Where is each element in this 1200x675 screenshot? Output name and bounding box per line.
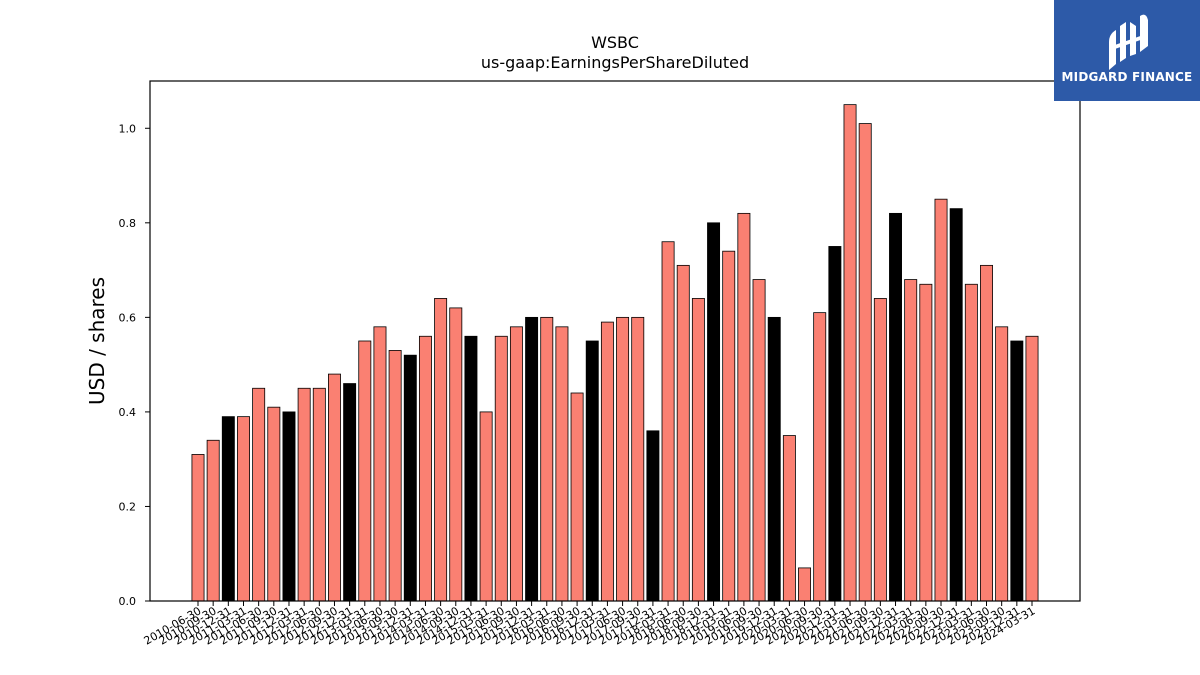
bar [616,316,630,602]
bar [782,435,796,602]
bar [980,264,993,602]
bar [934,198,948,602]
bar [267,406,281,602]
bar [798,567,812,602]
bar [722,250,736,602]
bar [707,222,721,602]
y-tick-label: 0.2 [119,500,137,513]
bar [964,283,978,602]
bar [464,335,478,602]
bar [525,316,539,602]
y-tick-label: 0.0 [119,595,137,608]
bar [297,387,311,602]
bar [570,392,584,602]
x-axis: 2010-06-302010-09-302010-12-312011-03-31… [142,601,1038,648]
logo-background [1054,0,1200,101]
y-tick-label: 0.8 [119,217,137,230]
bar [752,279,766,602]
bar [828,246,842,602]
bar [919,283,933,602]
bar [585,340,599,602]
bar [631,316,645,602]
bar [843,104,857,602]
bar [328,373,341,602]
bar [358,340,372,602]
bar [555,326,569,602]
bar [479,411,493,602]
bar [373,326,387,602]
bar [949,208,963,602]
plot-frame [149,80,1081,602]
bar [889,212,902,602]
chart-subtitle: us-gaap:EarningsPerShareDiluted [481,53,749,72]
bar [995,326,1009,602]
bar [449,307,463,602]
bar [737,212,751,602]
logo-mark-icon [1109,14,1148,70]
bar [252,387,266,602]
y-tick-label: 1.0 [119,122,137,135]
bar [873,298,887,602]
bar [646,430,660,602]
chart-title: WSBC [591,33,639,52]
y-tick-label: 0.6 [119,311,137,324]
bar [858,123,872,602]
bar [206,439,220,602]
bar [494,335,508,602]
bar [661,241,675,602]
bar [312,387,326,602]
bar [418,335,432,602]
bar [343,383,357,602]
bar [813,312,827,602]
bar [904,279,918,602]
y-axis: 0.0 0.2 0.4 0.6 0.8 1.0 [119,122,150,608]
bar [1025,335,1039,602]
bar [1010,340,1024,602]
bar [691,298,705,602]
logo-text: MIDGARD FINANCE [1062,70,1193,84]
bar [767,316,781,602]
bar [221,416,235,602]
y-tick-label: 0.4 [119,406,137,419]
bar [676,264,690,602]
bar [540,316,554,602]
bar [403,354,417,602]
midgard-finance-logo: MIDGARD FINANCE [1054,0,1200,101]
bar [600,321,614,602]
bar [509,326,523,602]
bar [388,350,402,602]
y-axis-label: USD / shares [85,277,109,405]
bar [282,411,296,602]
bar [434,298,448,602]
bar [191,454,205,602]
bar [237,416,250,602]
